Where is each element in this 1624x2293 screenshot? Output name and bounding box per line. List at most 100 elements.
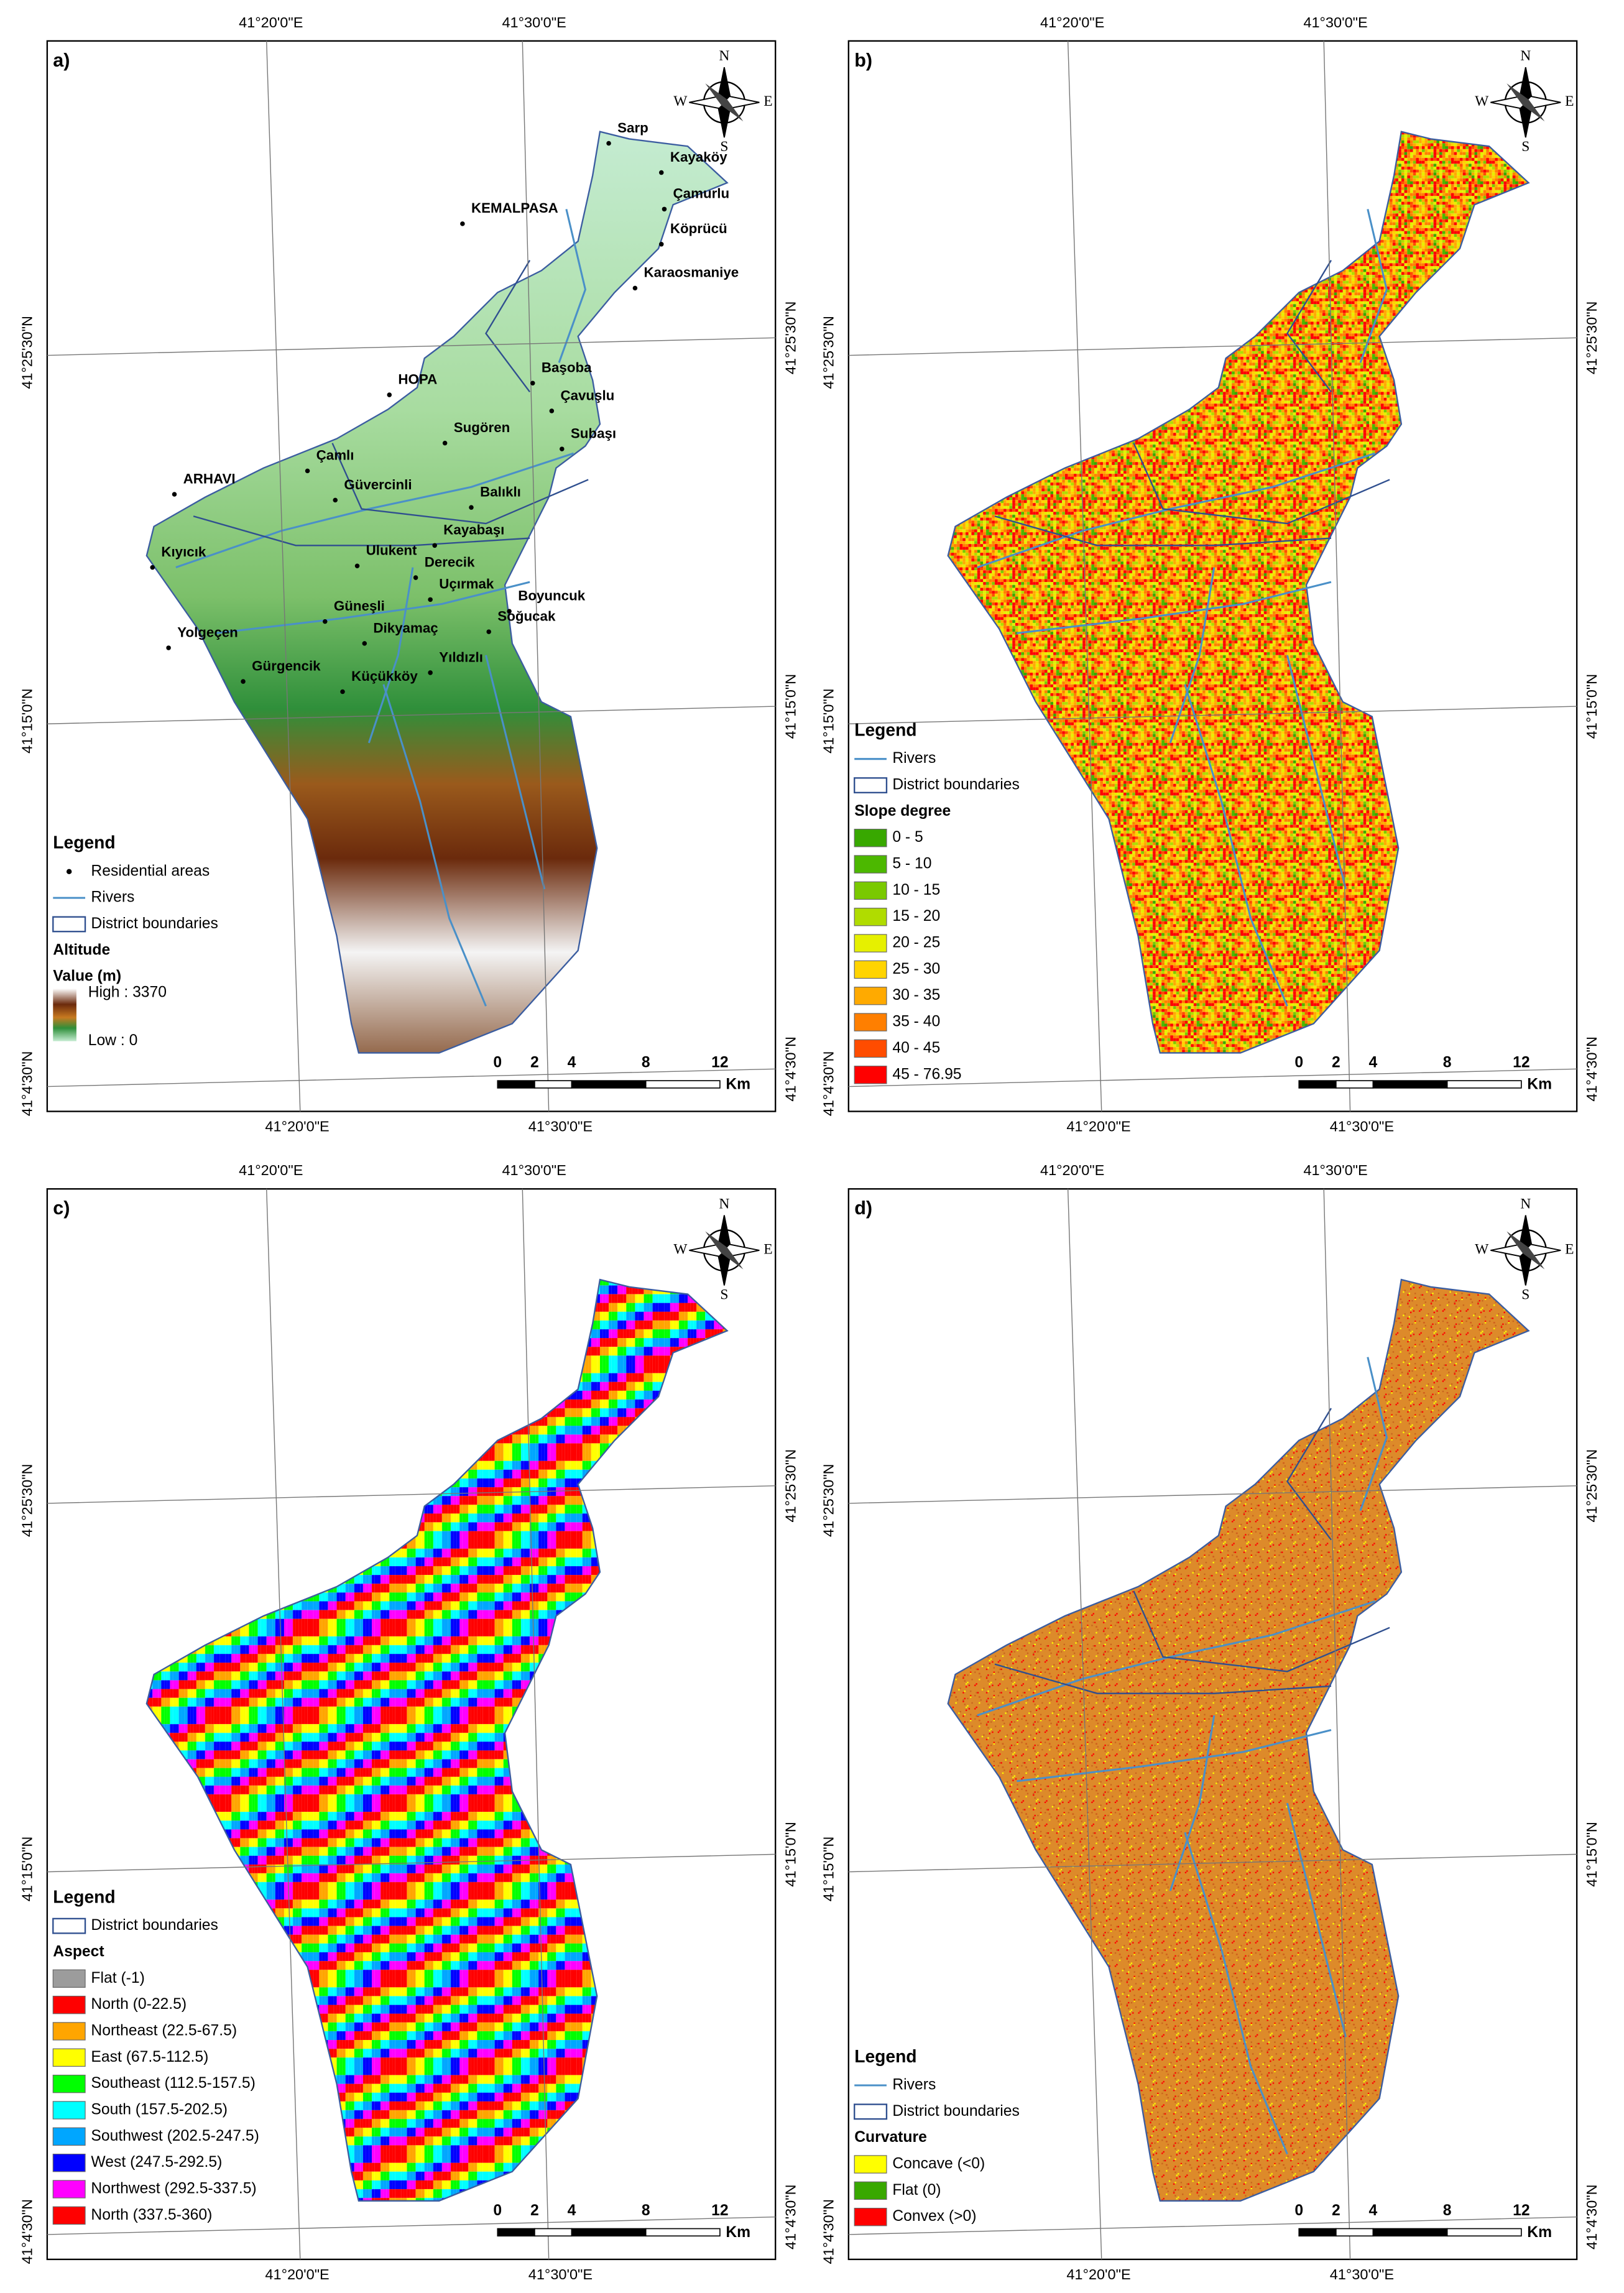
district-boundary [1286, 260, 1332, 393]
residential-area [413, 575, 418, 580]
legend-swatch [52, 2127, 86, 2146]
legend-heading: Slope degree [854, 803, 951, 819]
river [382, 684, 487, 1007]
residential-area [333, 497, 338, 503]
scale-label: 8 [642, 1054, 650, 1071]
longitude-label: 41°30'0"E [502, 1162, 566, 1178]
scale-label: 4 [568, 2202, 576, 2219]
scale-label: 2 [530, 2202, 539, 2219]
residential-area [507, 609, 512, 614]
legend-swatch [854, 2181, 887, 2200]
legend-item: Concave (<0) [892, 2156, 985, 2172]
scale-label: 4 [568, 1054, 576, 1071]
place-name: Boyuncuk [518, 588, 586, 604]
legend-item: North (0-22.5) [91, 1996, 187, 2013]
map-panel: 41°20'0"E 41°20'0"E 41°30'0"E 41°30'0"E 41°2… [19, 14, 799, 1135]
latitude-label: 41°4'30"N [1584, 1036, 1600, 1102]
legend-item: 20 - 25 [892, 934, 940, 951]
district-boundary [994, 1663, 1332, 1694]
scale-segment [1446, 2228, 1522, 2237]
residential-area [658, 170, 664, 175]
latitude-label: 41°25'30"N [820, 316, 836, 389]
legend-title: Legend [53, 833, 115, 852]
river [1017, 581, 1332, 634]
legend-swatch [854, 855, 887, 874]
latitude-label: 41°15'0"N [820, 688, 836, 754]
compass-letter: N [1520, 48, 1531, 64]
legend-swatch [52, 2101, 86, 2120]
legend-item: North (337.5-360) [91, 2207, 212, 2223]
graticule-line [47, 337, 776, 356]
longitude-label: 41°30'0"E [502, 14, 566, 30]
legend-item: South (157.5-202.5) [91, 2102, 228, 2118]
scale-segment [1336, 2228, 1374, 2237]
latitude-label: 41°4'30"N [1584, 2184, 1600, 2249]
scale-segment [645, 2228, 721, 2237]
river [1169, 1715, 1216, 1891]
scale-segment [534, 1080, 573, 1089]
legend-item: 5 - 10 [892, 856, 931, 872]
latitude-label: 41°25'30"N [782, 301, 798, 374]
scale-segment [1298, 1080, 1337, 1089]
scale-unit: Km [1527, 2224, 1552, 2241]
compass-letter: N [1520, 1196, 1531, 1212]
legend-item: 0 - 5 [892, 829, 923, 846]
legend-swatch [854, 1066, 887, 1084]
longitude-label: 41°20'0"E [239, 14, 303, 30]
latitude-label: 41°25'30"N [19, 316, 35, 389]
river [485, 655, 546, 890]
place-name: Yolgeçen [177, 624, 238, 640]
scale-label: 12 [711, 1054, 728, 1071]
graticule-line [265, 1189, 301, 2259]
map-panel: 41°20'0"E 41°20'0"E 41°30'0"E 41°30'0"E 41°2… [820, 14, 1600, 1135]
district-boundary [994, 515, 1332, 547]
residential-area [549, 408, 555, 413]
river [367, 567, 414, 744]
scale-label: 8 [642, 2202, 650, 2219]
district-boundary [331, 443, 589, 525]
place-name: Sarp [617, 120, 648, 136]
longitude-label: 41°20'0"E [265, 1119, 329, 1135]
river [558, 208, 587, 363]
residential-area [323, 619, 328, 624]
study-area [145, 1278, 729, 2202]
graticule-line [1067, 40, 1102, 1112]
legend-swatch [854, 2155, 887, 2174]
graticule-line [47, 1068, 776, 1087]
latitude-label: 41°15'0"N [1584, 674, 1600, 739]
legend-item: District boundaries [91, 915, 218, 932]
legend-item: Northwest (292.5-337.5) [91, 2180, 256, 2197]
residential-area [166, 645, 171, 650]
place-name: Derecik [425, 554, 475, 570]
place-name: Yıldızlı [439, 649, 483, 665]
river [1184, 684, 1288, 1007]
scale-label: 8 [1443, 1054, 1452, 1071]
graticule-line [1067, 1189, 1102, 2259]
river [215, 581, 530, 634]
legend-item: Low : 0 [88, 1032, 138, 1049]
legend-title: Legend [854, 2046, 916, 2066]
compass-letter: E [1565, 1241, 1574, 1257]
place-name: Başoba [542, 360, 592, 376]
map-panel: 41°20'0"E 41°20'0"E 41°30'0"E 41°30'0"E 41°2… [820, 1162, 1600, 2282]
scale-unit: Km [1527, 1076, 1552, 1093]
legend-swatch [52, 2022, 86, 2041]
legend-item: District boundaries [892, 777, 1019, 793]
scale-label: 12 [711, 2202, 728, 2219]
panel-label: b) [854, 50, 872, 71]
place-name: Sugören [454, 420, 510, 435]
place-name: Çamurlu [673, 186, 730, 201]
place-name: Uçırmak [439, 576, 494, 592]
scale-label: 12 [1513, 2202, 1529, 2219]
residential-area [387, 392, 392, 397]
compass-letter: W [1475, 93, 1489, 109]
graticule-line [848, 2216, 1577, 2235]
latitude-label: 41°25'30"N [19, 1464, 35, 1537]
residential-area [606, 141, 611, 146]
legend-swatch [52, 2206, 86, 2225]
scale-label: 4 [1369, 1054, 1378, 1071]
latitude-label: 41°25'30"N [782, 1449, 798, 1523]
scale-unit: Km [726, 2224, 750, 2241]
place-name: Subaşı [571, 425, 616, 441]
panel-label: a) [53, 50, 70, 71]
